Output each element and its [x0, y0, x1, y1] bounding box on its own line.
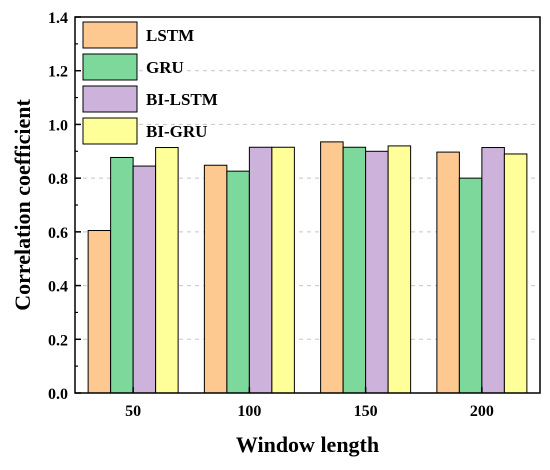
- bar-gru-150: [342, 146, 367, 394]
- y-tick-label: 0.2: [48, 332, 68, 349]
- bar-lstm-50: [87, 230, 112, 394]
- y-axis: 0.0 0.2 0.4 0.6 0.8 1.0 1.2 1.4: [48, 10, 81, 403]
- x-tick-label: 200: [470, 403, 494, 420]
- legend-swatch-bi-gru: [82, 117, 138, 145]
- legend-swatch-lstm: [82, 21, 138, 49]
- bar-bi-lstm-50: [132, 165, 157, 394]
- bar-lstm-150: [320, 141, 344, 394]
- y-tick-label: 0.0: [48, 386, 68, 403]
- y-tick-label: 0.6: [48, 225, 68, 242]
- bar-bi-lstm-150: [365, 150, 389, 394]
- bar-bi-gru-200: [503, 153, 528, 394]
- bar-lstm-200: [436, 151, 460, 394]
- bars: [87, 141, 528, 394]
- bar-gru-50: [110, 156, 134, 394]
- legend: LSTM GRU BI-LSTM BI-GRU: [82, 21, 218, 145]
- y-axis-label: Correlation coefficient: [10, 99, 35, 311]
- y-tick-label: 0.4: [48, 279, 68, 296]
- bar-bi-gru-150: [387, 145, 412, 394]
- y-tick-label: 1.2: [48, 64, 68, 81]
- legend-label: BI-LSTM: [146, 90, 218, 109]
- y-tick-label: 1.4: [48, 10, 68, 27]
- legend-swatch-bi-lstm: [82, 85, 138, 113]
- legend-label: GRU: [146, 58, 184, 77]
- x-axis: 50 100 150 200: [125, 387, 494, 420]
- y-tick-label: 0.8: [48, 171, 68, 188]
- bar-bi-gru-50: [155, 147, 179, 394]
- x-tick-label: 100: [237, 403, 261, 420]
- x-tick-label: 150: [354, 403, 378, 420]
- bar-bi-gru-100: [271, 146, 295, 394]
- bar-gru-200: [458, 177, 483, 394]
- x-tick-label: 50: [125, 403, 141, 420]
- y-tick-label: 1.0: [48, 117, 68, 134]
- bar-bi-lstm-200: [481, 147, 505, 394]
- bar-lstm-100: [203, 164, 228, 394]
- bar-bi-lstm-100: [248, 146, 273, 394]
- legend-label: BI-GRU: [146, 122, 207, 141]
- legend-swatch-gru: [82, 53, 138, 81]
- x-axis-label: Window length: [236, 432, 379, 457]
- bar-gru-100: [226, 170, 250, 394]
- legend-label: LSTM: [146, 26, 194, 45]
